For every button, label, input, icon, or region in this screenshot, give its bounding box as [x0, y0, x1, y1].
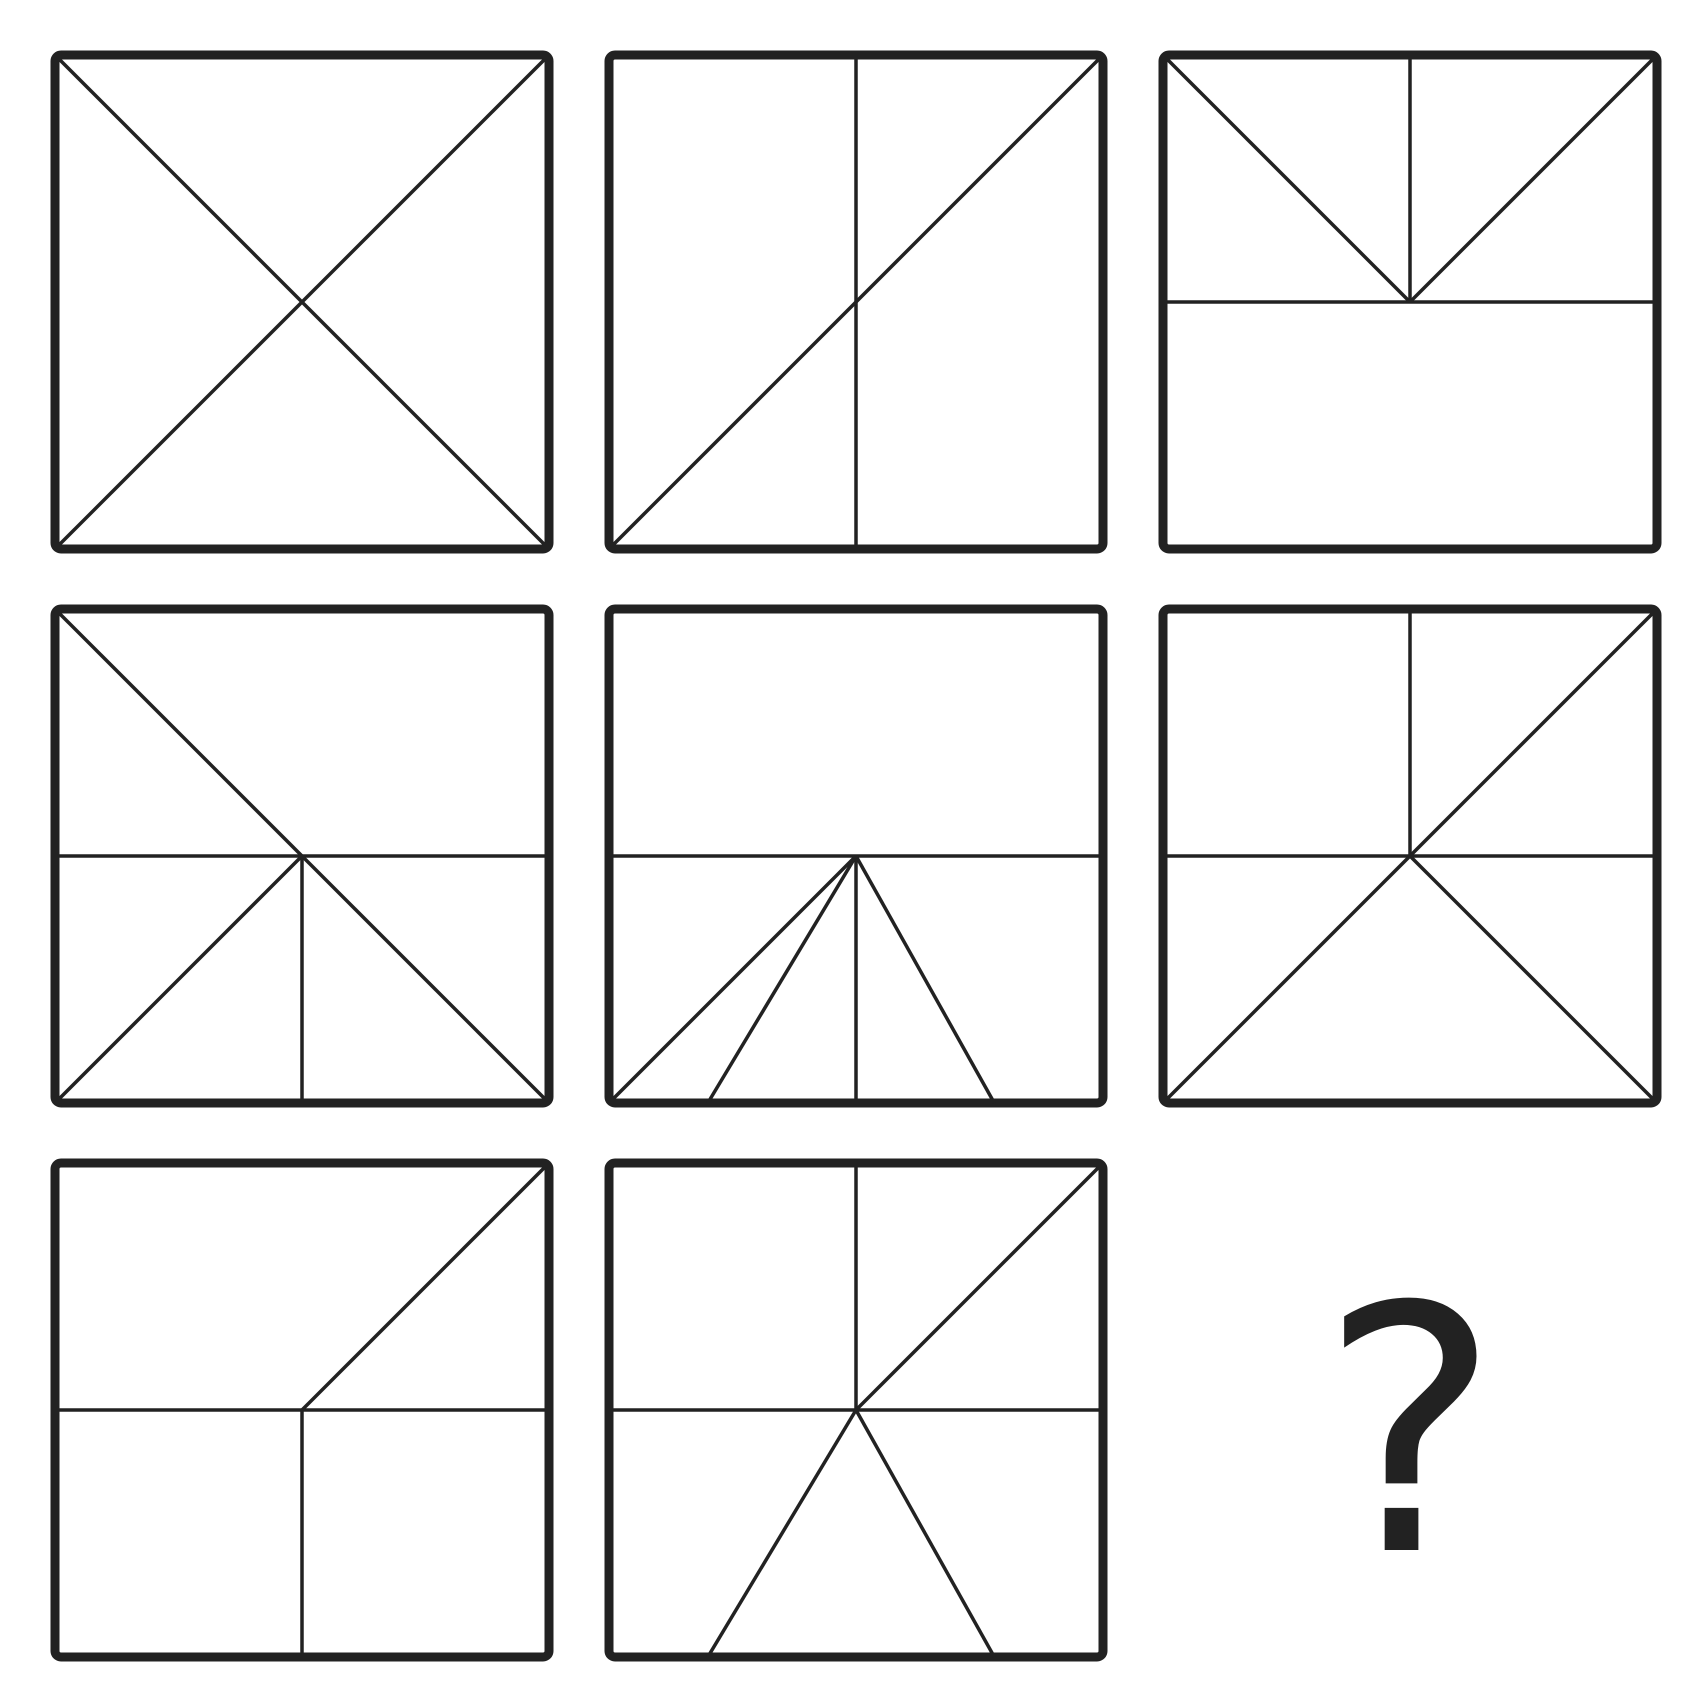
cell-r2c3: [1158, 604, 1662, 1108]
cell-r1c3: [1158, 50, 1662, 554]
line-half-diag-tr: [854, 1161, 1105, 1412]
line-half-diag-tr: [1408, 53, 1659, 304]
line-diag-anti: [53, 53, 551, 551]
line-half-diag-tr: [300, 1161, 551, 1412]
line-half-diag-bl: [53, 854, 304, 1105]
cell-r3c2: [604, 1158, 1108, 1662]
cell-r3c1: [50, 1158, 554, 1662]
line-diag-anti: [607, 53, 1105, 551]
cells-layer: [50, 50, 1662, 1662]
cell-frame: [50, 50, 554, 554]
cell-r2c1: [50, 604, 554, 1108]
cell-r1c2: [604, 50, 1108, 554]
cell-r2c2: [604, 604, 1108, 1108]
line-half-diag-tl: [1161, 53, 1412, 304]
missing-cell-question-mark: ?: [1320, 1235, 1500, 1631]
line-fan-right: [854, 855, 996, 1104]
line-fan-left: [706, 855, 858, 1104]
line-half-diag-bl: [607, 854, 858, 1105]
line-fan-right: [854, 1409, 996, 1658]
cell-r1c1: [50, 50, 554, 554]
line-fan-left: [706, 1409, 858, 1658]
line-half-diag-br: [1408, 854, 1659, 1105]
